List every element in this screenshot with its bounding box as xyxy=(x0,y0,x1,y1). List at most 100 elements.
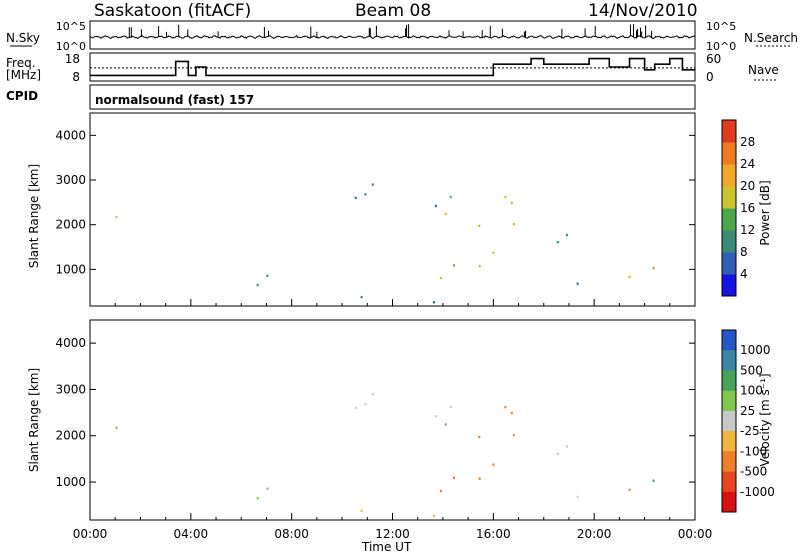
velocity-cell xyxy=(256,497,259,500)
y-tick-label: 1000 xyxy=(55,262,86,276)
velocity-cell xyxy=(576,495,579,499)
velocity-colorbar-tick: 500 xyxy=(740,363,763,377)
power-colorbar: 4 8 12 16 20 24 28 xyxy=(721,119,755,297)
nsky-tick-high: 10^5 xyxy=(56,20,86,33)
colorbar-swatch xyxy=(722,120,736,143)
power-cell xyxy=(364,193,367,196)
velocity-colorbar-tick: -100 xyxy=(740,444,767,458)
power-colorbar-tick: 4 xyxy=(740,267,748,281)
velocity-panel xyxy=(89,319,696,521)
freq-tick-low: 8 xyxy=(72,70,80,84)
power-cell xyxy=(354,196,357,199)
power-cell xyxy=(628,275,631,279)
velocity-colorbar-swatch xyxy=(722,370,736,392)
velocity-data xyxy=(115,393,655,518)
colorbar-swatch xyxy=(722,208,736,231)
x-tick-label: 08:00 xyxy=(274,527,309,541)
velocity-colorbar-swatch xyxy=(722,390,736,412)
velocity-cell xyxy=(628,488,631,491)
power-colorbar-label: Power [dB] xyxy=(758,180,772,245)
velocity-cell xyxy=(115,426,118,429)
power-colorbar-tick: 28 xyxy=(740,135,755,149)
x-tick-label: 12:00 xyxy=(375,527,410,541)
x-tick-label: 00:00 xyxy=(678,527,713,541)
velocity-cell xyxy=(444,423,447,426)
freq-unit: [MHz] xyxy=(6,68,41,82)
nsearch-tick-low: 10^0 xyxy=(706,40,736,53)
velocity-colorbar-swatch xyxy=(722,410,736,432)
power-cell xyxy=(576,282,579,285)
velocity-cell xyxy=(478,477,481,480)
nsearch-tick-high: 10^5 xyxy=(706,20,736,33)
nave-tick-high: 60 xyxy=(706,52,721,66)
y-tick-label: 2000 xyxy=(55,218,86,232)
velocity-cell xyxy=(512,434,515,437)
power-cell xyxy=(266,274,269,277)
power-colorbar-tick: 20 xyxy=(740,179,755,193)
velocity-axes: 1000 2000 3000 4000 xyxy=(55,336,696,520)
nsearch-label: N.Search xyxy=(744,31,798,45)
power-cell xyxy=(115,215,118,219)
velocity-colorbar-swatch xyxy=(722,431,736,452)
velocity-cell xyxy=(360,509,363,512)
y-tick-label: 1000 xyxy=(55,475,86,489)
velocity-cell xyxy=(433,514,435,518)
y-tick-label: 4000 xyxy=(55,336,86,350)
velocity-colorbar-tick: -1000 xyxy=(740,485,775,499)
power-ylabel: Slant Range [km] xyxy=(27,164,41,268)
date-label: 14/Nov/2010 xyxy=(588,1,698,21)
power-cell xyxy=(492,251,495,254)
power-cell xyxy=(556,241,559,244)
freq-tick-high: 18 xyxy=(65,52,80,66)
power-cell xyxy=(449,195,452,199)
velocity-cell xyxy=(478,435,481,439)
power-axes: 1000 2000 3000 4000 xyxy=(55,128,696,306)
power-cell xyxy=(512,223,515,226)
nave-label: Nave xyxy=(748,63,779,77)
power-cell xyxy=(444,212,447,216)
cpid-panel xyxy=(89,84,696,110)
velocity-colorbar-tick: -500 xyxy=(740,465,767,479)
power-cell xyxy=(504,195,507,199)
cpid-text: normalsound (fast) 157 xyxy=(95,93,254,107)
velocity-cell xyxy=(492,463,495,466)
nsky-spikes xyxy=(128,24,653,39)
colorbar-swatch xyxy=(722,164,736,187)
velocity-cell xyxy=(266,487,269,490)
velocity-colorbar-swatch xyxy=(722,451,736,472)
velocity-colorbar-label: Velocity [m s⁻¹] xyxy=(758,373,772,466)
velocity-cell xyxy=(510,411,513,415)
velocity-cell xyxy=(453,476,455,479)
y-tick-label: 3000 xyxy=(55,173,86,187)
nsky-label: N.Sky xyxy=(6,31,40,45)
velocity-cell xyxy=(364,403,367,406)
velocity-ylabel: Slant Range [km] xyxy=(27,368,41,472)
power-colorbar-tick: 24 xyxy=(740,157,755,171)
nsky-panel xyxy=(89,20,696,50)
colorbar-swatch xyxy=(722,274,736,297)
power-cell xyxy=(371,183,374,186)
colorbar-swatch xyxy=(722,230,736,253)
nsky-line xyxy=(89,34,696,39)
freq-line xyxy=(90,57,695,77)
power-colorbar-tick: 12 xyxy=(740,223,755,237)
nsky-tick-low: 10^0 xyxy=(56,40,86,53)
velocity-colorbar-tick: -25 xyxy=(740,424,760,438)
power-cell xyxy=(453,264,455,267)
power-cell xyxy=(256,283,259,287)
velocity-colorbar-swatch xyxy=(722,350,736,371)
velocity-colorbar-tick: 25 xyxy=(740,404,755,418)
power-panel xyxy=(89,112,696,307)
power-cell xyxy=(565,233,568,237)
power-cell xyxy=(439,276,442,280)
x-tick-label: 16:00 xyxy=(476,527,511,541)
velocity-cell xyxy=(565,445,568,448)
nave-tick-low: 0 xyxy=(706,70,714,84)
freq-panel xyxy=(89,52,696,82)
cpid-label: CPID xyxy=(6,89,38,103)
velocity-colorbar-swatch xyxy=(722,491,736,513)
power-cell xyxy=(510,201,513,204)
velocity-cell xyxy=(449,405,452,409)
y-tick-label: 4000 xyxy=(55,128,86,142)
x-tick-label: 04:00 xyxy=(174,527,209,541)
